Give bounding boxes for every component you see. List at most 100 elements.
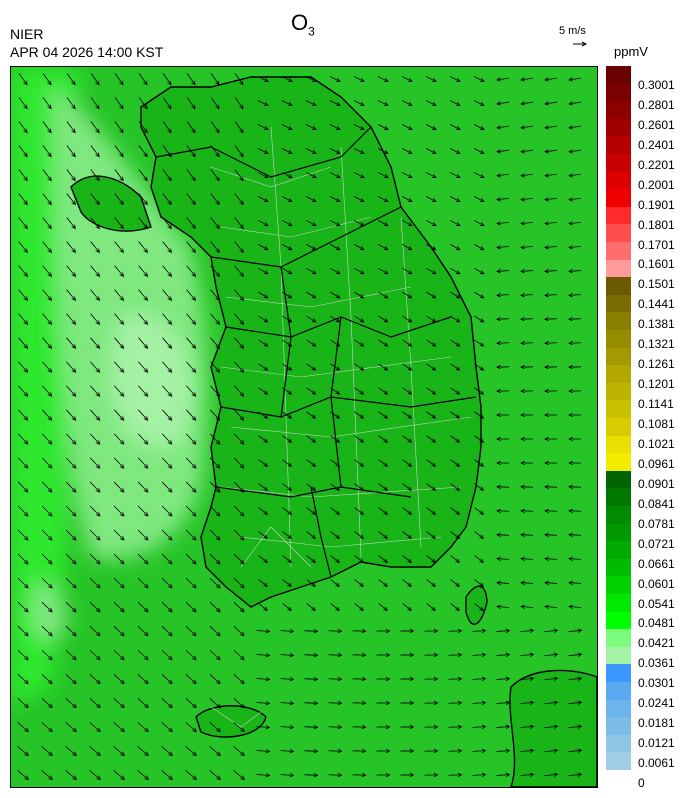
wind-arrow-head [520, 173, 525, 178]
wind-arrow [281, 100, 293, 106]
wind-arrow-head [359, 414, 365, 419]
wind-arrow-head [23, 344, 29, 349]
wind-arrow [162, 361, 172, 373]
wind-arrow-head [216, 607, 221, 613]
legend-swatch [606, 576, 631, 595]
wind-arrow [161, 722, 173, 732]
legend-swatch [606, 83, 631, 102]
wind-arrow-head [577, 652, 583, 657]
wind-arrow [17, 601, 29, 613]
wind-arrow [233, 553, 245, 565]
wind-arrow [41, 722, 53, 732]
wind-arrow-head [215, 368, 221, 373]
wind-arrow-head [407, 534, 413, 539]
province-boundaries [155, 126, 477, 578]
legend-label: 0.0661 [638, 556, 675, 571]
wind-arrow [520, 197, 534, 201]
wind-arrow [330, 483, 340, 491]
wind-arrow [89, 698, 101, 708]
legend-label: 0.0361 [638, 656, 675, 671]
wind-arrow-head [311, 366, 317, 371]
wind-arrow [41, 433, 53, 445]
wind-arrow [89, 505, 101, 517]
wind-arrow-head [359, 174, 365, 178]
wind-arrow [113, 409, 125, 421]
wind-arrow [113, 770, 125, 780]
wind-arrow-head [505, 700, 511, 705]
wind-arrow-head [143, 224, 148, 230]
wind-arrow [161, 770, 173, 780]
wind-arrow-head [47, 512, 53, 517]
wind-arrow [17, 698, 29, 708]
wind-arrow-head [240, 631, 245, 637]
wind-arrow-head [24, 775, 30, 781]
wind-arrow-head [359, 510, 365, 515]
wind-arrow-head [568, 101, 574, 106]
wind-arrow-head [24, 751, 29, 757]
wind-arrow-head [568, 484, 573, 490]
wind-arrow-head [431, 558, 436, 563]
wind-arrow-head [407, 438, 413, 443]
wind-arrow [161, 673, 173, 685]
wind-arrow-head [311, 462, 317, 467]
wind-arrow [330, 579, 340, 587]
wind-arrow [305, 172, 317, 178]
wind-arrow [90, 265, 100, 277]
wind-arrow-head [335, 414, 341, 419]
wind-arrow-head [496, 221, 501, 226]
wind-arrow-head [520, 316, 525, 322]
wind-arrow [496, 630, 510, 632]
wind-arrow-head [577, 676, 583, 681]
wind-arrow [378, 243, 388, 251]
wind-arrow-head [431, 510, 437, 515]
wind-arrow [354, 459, 364, 467]
wind-arrow [354, 483, 364, 491]
wind-arrow-head [496, 269, 501, 274]
wind-arrow [402, 555, 412, 563]
wind-arrow-head [215, 80, 220, 86]
wind-arrow-head [287, 246, 293, 251]
wind-arrow [544, 318, 558, 320]
wind-arrow [137, 505, 149, 517]
wind-arrow-head [95, 392, 101, 397]
wind-arrow-head [119, 248, 124, 254]
wind-arrow [426, 531, 436, 539]
wind-arrow-head [479, 534, 485, 539]
wind-arrow [521, 149, 533, 153]
wind-arrow [65, 457, 77, 469]
wind-arrow [258, 363, 268, 371]
wind-arrow [545, 125, 557, 129]
wind-arrow [90, 337, 100, 349]
district-boundaries [210, 126, 472, 728]
wind-arrow-head [71, 200, 76, 206]
wind-arrow-head [335, 77, 341, 82]
wind-arrow [234, 289, 244, 301]
wind-arrow [450, 267, 460, 275]
wind-arrow [282, 363, 292, 371]
wind-arrow [520, 654, 534, 656]
wind-arrow [210, 73, 220, 85]
wind-arrow-head [496, 364, 501, 370]
wind-arrow [450, 459, 460, 467]
wind-arrow [474, 555, 484, 563]
wind-arrow [426, 579, 436, 587]
wind-arrow [306, 363, 316, 371]
wind-arrow [306, 507, 316, 515]
wind-arrow-head [407, 318, 413, 323]
wind-arrow-head [23, 320, 29, 326]
wind-arrow-head [144, 536, 149, 541]
wind-arrow-head [481, 700, 487, 706]
wind-arrow-head [520, 269, 525, 274]
wind-arrow [402, 219, 412, 227]
wind-arrow-head [568, 436, 573, 442]
wind-arrow [233, 529, 245, 541]
wind-arrow-head [544, 269, 549, 274]
wind-arrow-head [265, 701, 271, 706]
wind-arrow-head [48, 703, 53, 709]
legend-swatch [606, 752, 631, 771]
wind-arrow [234, 193, 244, 205]
wind-arrow-head [71, 176, 76, 182]
wind-arrow [330, 219, 340, 227]
wind-arrow [329, 100, 341, 106]
wind-arrow-head [544, 556, 549, 562]
